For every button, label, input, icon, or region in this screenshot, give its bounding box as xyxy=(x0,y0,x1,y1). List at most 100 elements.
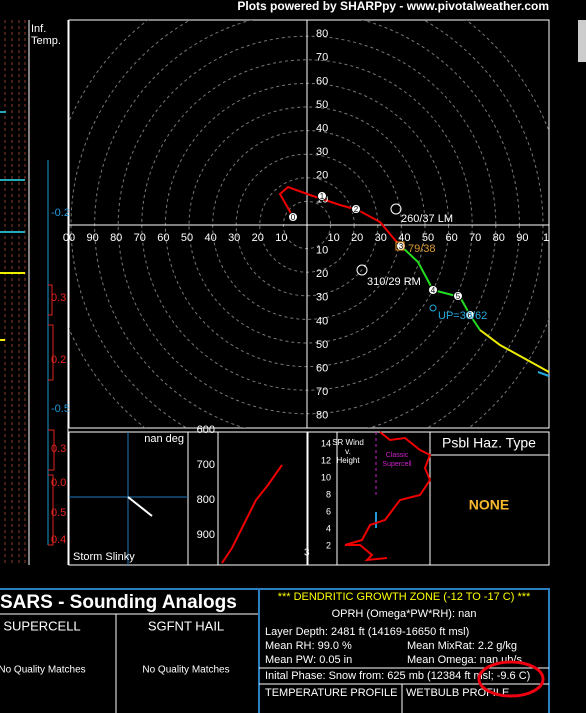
x-label: 80 xyxy=(110,232,122,244)
x-label: 50 xyxy=(422,232,434,244)
inf-temp-label: 0.0 xyxy=(51,477,66,489)
height-label: 14 xyxy=(321,438,331,448)
dgz-text: OPRH (Omega*PW*RH): nan xyxy=(332,608,477,620)
height-label: 10 xyxy=(321,472,331,482)
height-label: 6 xyxy=(326,506,331,516)
inf-temp-title: Temp. xyxy=(31,35,61,47)
pressure-label: 800 xyxy=(197,494,215,506)
slinky-angle: nan deg xyxy=(144,433,184,445)
dgz-text: Mean Omega: nan ub/s xyxy=(407,654,522,666)
x-label: 40 xyxy=(204,232,216,244)
y-label: 70 xyxy=(316,386,328,398)
height-marker xyxy=(288,212,298,222)
y-label: 80 xyxy=(316,410,328,422)
side-strip xyxy=(578,20,586,62)
dgz-text: Inital Phase: Snow from: 625 mb (12384 f… xyxy=(265,670,530,682)
x-label: 70 xyxy=(134,232,146,244)
pressure-label: 600 xyxy=(197,424,215,436)
hazard-value: NONE xyxy=(469,497,509,513)
y-label: 70 xyxy=(316,52,328,64)
up-marker xyxy=(429,304,437,312)
sars-result: No Quality Matches xyxy=(0,665,86,676)
supercell-label: Classic xyxy=(386,452,409,459)
inf-temp-label: 0.3 xyxy=(51,443,66,455)
dgz-text: Mean MixRat: 2.2 g/kg xyxy=(407,640,517,652)
x-label: 20 xyxy=(252,232,264,244)
y-label: 60 xyxy=(316,75,328,87)
mean-marker xyxy=(395,241,405,251)
height-label: 1 xyxy=(320,192,325,201)
y-label: 30 xyxy=(316,146,328,158)
inf-temp-label: 0.4 xyxy=(51,534,66,546)
dgz-text: Mean RH: 99.0 % xyxy=(265,640,352,652)
mean-label: 79/38 xyxy=(408,243,436,255)
rm-marker xyxy=(356,264,368,276)
y-label: 10 xyxy=(316,245,328,257)
x-label: 1 xyxy=(543,232,549,244)
height-label: 4 xyxy=(431,286,436,295)
height-label: 3 xyxy=(399,242,404,251)
y-label: 50 xyxy=(316,99,328,111)
height-label: 5 xyxy=(456,292,461,301)
dgz-title: *** DENDRITIC GROWTH ZONE (-12 TO -17 C)… xyxy=(278,591,531,603)
lm-label: 260/37 LM xyxy=(401,213,453,225)
slinky-line xyxy=(127,496,153,517)
highlight xyxy=(477,660,545,698)
height-label: 2 xyxy=(326,540,331,550)
hazard-title: Psbl Haz. Type xyxy=(442,435,536,451)
sr-title: SR Wind xyxy=(332,438,364,447)
y-label: 40 xyxy=(316,123,328,135)
x-label: 10 xyxy=(275,232,287,244)
height-label: 4 xyxy=(326,523,331,533)
sars-col: SUPERCELL xyxy=(3,618,80,633)
x-label: 60 xyxy=(445,232,457,244)
inf-temp-label: -0.2 xyxy=(51,207,70,219)
x-label: 90 xyxy=(516,232,528,244)
supercell-label: Supercell xyxy=(382,461,412,468)
inf-temp-label: 0.5 xyxy=(51,507,66,519)
y-label: 20 xyxy=(316,268,328,280)
left-ticks xyxy=(0,111,25,341)
panel-frames xyxy=(68,431,550,566)
inf-temp-label: -0.5 xyxy=(51,403,70,415)
sars-result: No Quality Matches xyxy=(142,665,229,676)
x-label: 30 xyxy=(375,232,387,244)
x-label: 80 xyxy=(493,232,505,244)
height-label: 12 xyxy=(321,455,331,465)
dgz-text: TEMPERATURE PROFILE xyxy=(265,687,397,699)
inf-temp-brackets xyxy=(48,284,55,546)
hodograph-frame xyxy=(68,19,550,429)
pressure-label: 900 xyxy=(197,529,215,541)
height-label: 2 xyxy=(354,205,359,214)
y-label: 30 xyxy=(316,292,328,304)
sr-trace xyxy=(344,431,432,562)
height-label: 6 xyxy=(468,311,473,320)
x-label: 90 xyxy=(86,232,98,244)
lm-marker xyxy=(390,203,402,215)
x-label: 30 xyxy=(228,232,240,244)
dgz-text: WETBULB PROFILE xyxy=(406,687,509,699)
height-marker xyxy=(465,310,475,320)
height-marker xyxy=(453,291,463,301)
dgz-text: Layer Depth: 2481 ft (14169-16650 ft msl… xyxy=(265,626,469,638)
height-marker xyxy=(351,204,361,214)
x-label: 60 xyxy=(157,232,169,244)
x-label: 00 xyxy=(63,232,75,244)
inf-temp-label: 0.3 xyxy=(51,292,66,304)
inf-temp-title: Inf. xyxy=(31,23,46,35)
sr-title: Height xyxy=(336,456,360,465)
pressure-label: 700 xyxy=(197,459,215,471)
y-label: 40 xyxy=(316,315,328,327)
x-label: 70 xyxy=(469,232,481,244)
dgz-text: Mean PW: 0.05 in xyxy=(265,654,352,666)
y-label: 80 xyxy=(316,28,328,40)
height-label: 0 xyxy=(291,213,296,222)
sr-title: v. xyxy=(345,447,351,456)
up-label: UP=30/62 xyxy=(438,310,487,322)
credit: Plots powered by SHARPpy - www.pivotalwe… xyxy=(237,0,549,13)
y-label: 50 xyxy=(316,339,328,351)
pressure-trace xyxy=(221,464,283,564)
x-label: 50 xyxy=(181,232,193,244)
corner-label: 3 xyxy=(304,548,310,559)
y-label: 60 xyxy=(316,363,328,375)
